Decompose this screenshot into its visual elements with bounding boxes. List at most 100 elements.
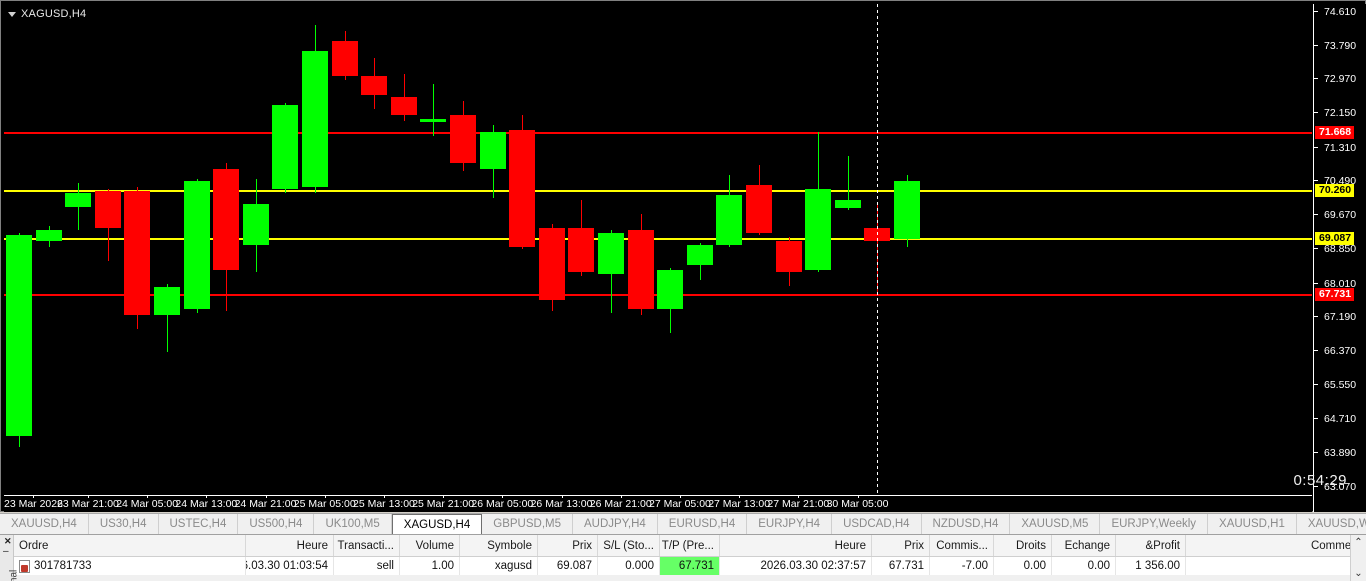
price-tick-label: 64.710 — [1314, 413, 1366, 425]
tab-xauusd-we[interactable]: XAUUSD,We — [1296, 514, 1366, 534]
column-header-commis[interactable]: Commis... — [930, 535, 994, 556]
order-id-text: 301781733 — [34, 560, 92, 572]
scroll-up-icon[interactable]: ⌃ — [1354, 537, 1363, 548]
tab-xauusd-m5[interactable]: XAUUSD,M5 — [1010, 514, 1101, 534]
tab-us30-h4[interactable]: US30,H4 — [88, 514, 159, 534]
column-header-prix[interactable]: Prix — [538, 535, 598, 556]
chart-canvas[interactable]: XAGUSD,H4 74.610 73.790 72.970 72.150 71.310… — [2, 2, 1366, 512]
cell-price_open: 69.087 — [538, 557, 598, 575]
column-header-commentaire[interactable]: Commentaire — [1186, 535, 1366, 556]
tab-ustec-h4[interactable]: USTEC,H4 — [158, 514, 239, 534]
candle — [746, 4, 772, 494]
candle-wick — [167, 284, 168, 352]
column-header-droits[interactable]: Droits — [994, 535, 1052, 556]
tab-uk100-m5[interactable]: UK100,M5 — [314, 514, 392, 534]
candle — [716, 4, 743, 494]
column-header-heure[interactable]: Heure — [246, 535, 334, 556]
close-icon[interactable]: ✕ — [4, 536, 12, 546]
candle-body — [657, 269, 684, 309]
tab-nzdusd-h4[interactable]: NZDUSD,H4 — [921, 514, 1011, 534]
tab-eurjpy-h4[interactable]: EURJPY,H4 — [747, 514, 833, 534]
tab-xagusd-h4[interactable]: XAGUSD,H4 — [391, 514, 483, 534]
column-header-echange[interactable]: Echange — [1052, 535, 1116, 556]
candle-body — [538, 228, 565, 301]
candle-wick — [847, 156, 849, 210]
table-header-row[interactable]: Ordre Heure Transacti... Volume Symbole Prix S… — [14, 535, 1366, 557]
candle-body — [627, 230, 654, 309]
column-header-s-l-sto[interactable]: S/L (Sto... — [598, 535, 660, 556]
chevron-down-icon[interactable] — [8, 11, 16, 17]
column-header-symbole[interactable]: Symbole — [460, 535, 538, 556]
candle-body — [479, 131, 506, 169]
price-level-line-71.668[interactable] — [4, 131, 1312, 134]
candle — [834, 4, 861, 494]
price-level-line-69.087[interactable] — [4, 238, 1312, 241]
cell-price_close: 67.731 — [872, 557, 930, 575]
column-header-t-p-pre[interactable]: T/P (Pre... — [660, 535, 720, 556]
time-tick-label: 25 Mar 13:00 — [353, 495, 415, 510]
terminal-gutter[interactable]: ✕ – inal — [0, 535, 20, 581]
candle — [331, 4, 358, 494]
tab-eurusd-h4[interactable]: EURUSD,H4 — [657, 514, 748, 534]
terminal-scrollbar[interactable]: ⌃ ⌄ — [1350, 535, 1366, 581]
price-level-line-70.260[interactable] — [4, 189, 1312, 192]
table-row[interactable]: 301781733 2026.03.30 01:03:54sell1.00xagu… — [14, 557, 1350, 575]
time-tick-label: 24 Mar 13:00 — [175, 495, 238, 510]
cell-transaction: sell — [334, 557, 400, 575]
time-tick-label: 23 Mar 2026 — [4, 495, 63, 510]
cell-comment — [1186, 557, 1366, 575]
time-tick-label: 26 Mar 13:00 — [530, 495, 593, 510]
tab-gbpusd-m5[interactable]: GBPUSD,M5 — [482, 514, 573, 534]
column-header-volume[interactable]: Volume — [400, 535, 460, 556]
column-header-prix[interactable]: Prix — [872, 535, 930, 556]
candle-body — [775, 240, 802, 272]
tab-usdcad-h4[interactable]: USDCAD,H4 — [832, 514, 922, 534]
time-tick-label: 30 Mar 05:00 — [826, 495, 889, 510]
scroll-down-icon[interactable]: ⌄ — [1354, 568, 1363, 579]
chart-tab-strip[interactable]: XAUUSD,H4 US30,H4 USTEC,H4 US500,H4 UK100,M5… — [0, 513, 1366, 535]
chart-title-bar[interactable]: XAGUSD,H4 — [8, 8, 86, 20]
tab-xauusd-h4[interactable]: XAUUSD,H4 — [0, 514, 89, 534]
table-body[interactable]: 301781733 2026.03.30 01:03:54sell1.00xagu… — [14, 557, 1350, 575]
cell-volume: 1.00 — [400, 557, 460, 575]
column-header-transacti[interactable]: Transacti... — [334, 535, 400, 556]
price-tick-label: 65.550 — [1314, 379, 1366, 391]
time-axis[interactable]: 23 Mar 2026 23 Mar 21:00 24 Mar 05:00 24 Ma… — [4, 495, 1312, 512]
tab-eurjpy-weekly[interactable]: EURJPY,Weekly — [1100, 514, 1209, 534]
tab-audjpy-h4[interactable]: AUDJPY,H4 — [573, 514, 658, 534]
chart-window[interactable]: XAGUSD,H4 74.610 73.790 72.970 72.150 71.310… — [0, 0, 1366, 512]
column-header-heure[interactable]: Heure — [720, 535, 872, 556]
candle — [35, 4, 62, 494]
candle-body — [302, 51, 328, 188]
trade-history-table: Ordre Heure Transacti... Volume Symbole Prix S… — [14, 535, 1366, 581]
tab-xauusd-h1[interactable]: XAUUSD,H1 — [1208, 514, 1297, 534]
price-level-tag-70.260[interactable]: 70.260 — [1315, 183, 1355, 197]
column-header--profit[interactable]: &Profit — [1116, 535, 1186, 556]
candle — [805, 4, 832, 494]
candle — [6, 4, 32, 494]
price-tick-label: 73.790 — [1314, 40, 1366, 52]
candle — [775, 4, 802, 494]
candle — [213, 4, 240, 494]
time-tick-label: 26 Mar 05:00 — [471, 495, 534, 510]
price-level-tag-69.087[interactable]: 69.087 — [1315, 232, 1355, 246]
time-tick-label: 26 Mar 21:00 — [589, 495, 652, 510]
chart-plot-area[interactable] — [4, 4, 1312, 494]
price-tick-label: 74.610 — [1314, 6, 1366, 18]
tab-us500-h4[interactable]: US500,H4 — [238, 514, 315, 534]
period-separator-line — [877, 4, 879, 494]
candle-body — [94, 191, 121, 229]
column-header-ordre[interactable]: Ordre — [14, 535, 246, 556]
candle — [154, 4, 180, 494]
cell-time_open: 2026.03.30 01:03:54 — [246, 557, 334, 575]
price-level-tag-71.668[interactable]: 71.668 — [1315, 125, 1355, 139]
candle — [183, 4, 210, 494]
candle-body — [390, 96, 417, 116]
cell-sl: 0.000 — [598, 557, 660, 575]
price-axis[interactable]: 74.610 73.790 72.970 72.150 71.310 70.490 69.6… — [1313, 4, 1366, 512]
price-level-tag-67.731[interactable]: 67.731 — [1315, 288, 1355, 302]
candle — [450, 4, 476, 494]
minimize-icon[interactable]: – — [3, 546, 9, 557]
time-tick-label: 24 Mar 05:00 — [116, 495, 179, 510]
